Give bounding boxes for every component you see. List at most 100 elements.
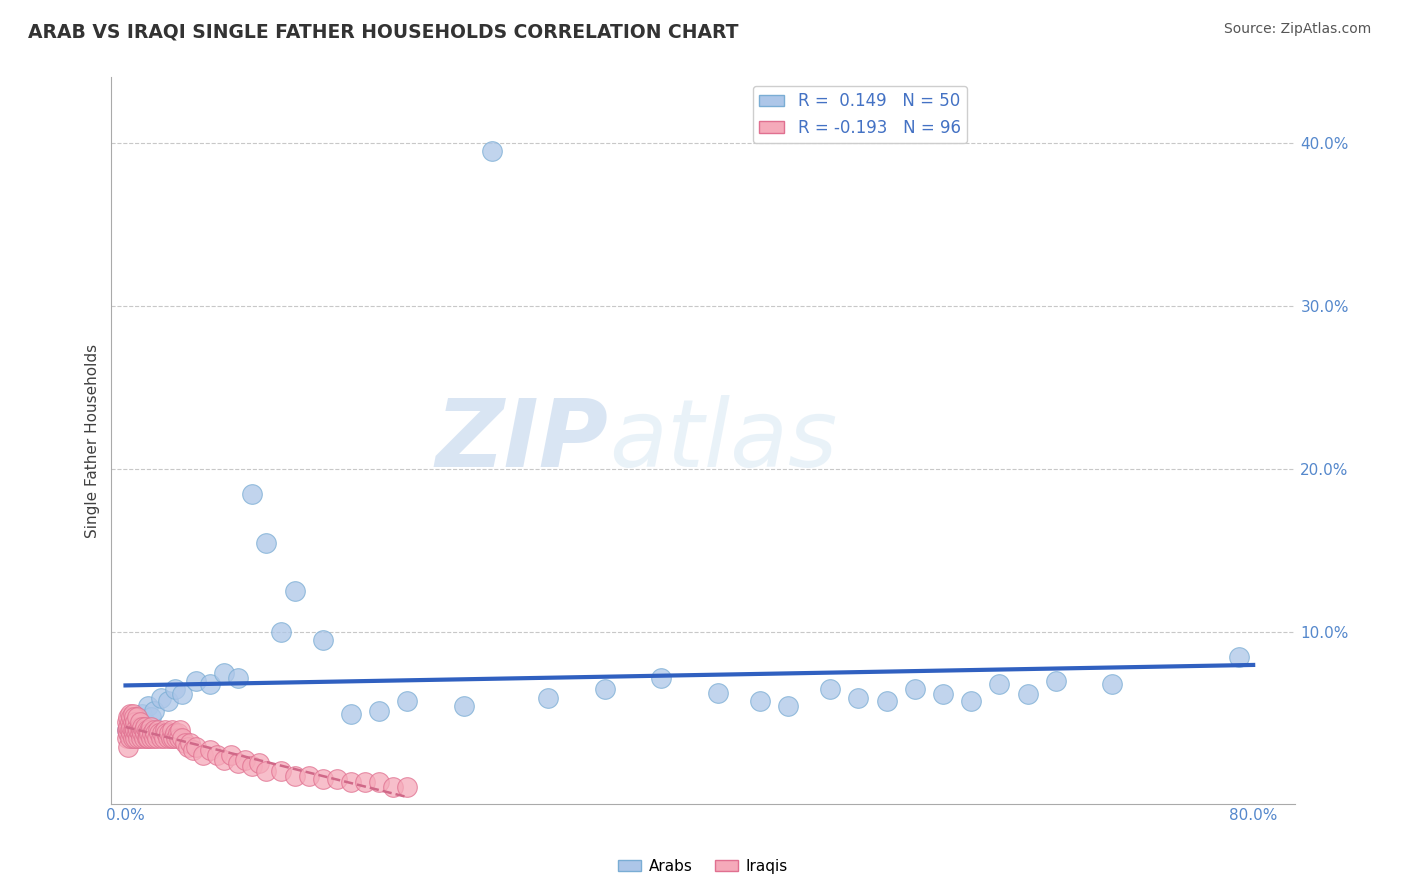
Point [226, 671, 249, 685]
Point [135, 731, 157, 746]
Point [124, 714, 146, 729]
Point [240, 759, 263, 773]
Point [118, 706, 141, 721]
Point [354, 775, 377, 789]
Point [129, 731, 152, 746]
Point [481, 144, 503, 158]
Point [1101, 677, 1123, 691]
Point [135, 723, 157, 738]
Point [117, 720, 139, 734]
Point [124, 720, 146, 734]
Point [212, 666, 235, 681]
Point [128, 720, 150, 734]
Point [121, 731, 143, 746]
Point [128, 723, 150, 738]
Point [173, 736, 195, 750]
Point [205, 747, 228, 762]
Point [117, 726, 139, 740]
Point [115, 714, 138, 729]
Point [134, 714, 156, 729]
Point [184, 739, 207, 754]
Point [256, 764, 278, 778]
Point [121, 714, 143, 729]
Point [142, 731, 165, 746]
Point [156, 731, 179, 746]
Point [988, 677, 1011, 691]
Point [139, 710, 162, 724]
Point [120, 720, 142, 734]
Point [181, 743, 204, 757]
Point [453, 698, 475, 713]
Point [340, 775, 363, 789]
Point [776, 698, 799, 713]
Point [340, 706, 363, 721]
Point [233, 753, 256, 767]
Point [125, 726, 148, 740]
Point [131, 726, 153, 740]
Point [155, 726, 177, 740]
Point [127, 723, 149, 738]
Point [145, 731, 167, 746]
Point [150, 726, 173, 740]
Point [121, 723, 143, 738]
Point [118, 714, 141, 729]
Point [298, 769, 321, 783]
Point [165, 731, 187, 746]
Text: ARAB VS IRAQI SINGLE FATHER HOUSEHOLDS CORRELATION CHART: ARAB VS IRAQI SINGLE FATHER HOUSEHOLDS C… [28, 22, 738, 41]
Point [368, 704, 391, 718]
Point [960, 694, 983, 708]
Point [118, 720, 141, 734]
Point [142, 723, 165, 738]
Point [198, 743, 221, 757]
Point [128, 726, 150, 740]
Point [124, 731, 146, 746]
Point [876, 694, 898, 708]
Point [170, 731, 193, 746]
Point [179, 736, 201, 750]
Point [134, 726, 156, 740]
Point [159, 731, 181, 746]
Point [593, 682, 616, 697]
Point [163, 726, 186, 740]
Legend: R =  0.149   N = 50, R = -0.193   N = 96: R = 0.149 N = 50, R = -0.193 N = 96 [752, 86, 967, 144]
Point [270, 625, 292, 640]
Point [169, 723, 191, 738]
Point [820, 682, 842, 697]
Point [166, 726, 188, 740]
Point [122, 726, 145, 740]
Point [650, 671, 672, 685]
Point [226, 756, 249, 770]
Point [125, 731, 148, 746]
Point [129, 723, 152, 738]
Point [1227, 649, 1250, 664]
Point [537, 690, 560, 705]
Point [120, 731, 142, 746]
Point [326, 772, 349, 786]
Point [122, 710, 145, 724]
Point [167, 731, 190, 746]
Point [143, 726, 166, 740]
Point [136, 726, 159, 740]
Point [184, 674, 207, 689]
Point [153, 723, 176, 738]
Point [118, 723, 141, 738]
Point [117, 710, 139, 724]
Point [131, 720, 153, 734]
Point [152, 731, 174, 746]
Point [162, 731, 184, 746]
Point [120, 726, 142, 740]
Point [125, 720, 148, 734]
Point [146, 723, 169, 738]
Point [748, 694, 770, 708]
Point [170, 687, 193, 701]
Point [240, 486, 263, 500]
Point [121, 714, 143, 729]
Point [382, 780, 405, 795]
Point [191, 747, 214, 762]
Point [139, 731, 162, 746]
Point [121, 706, 143, 721]
Point [148, 726, 170, 740]
Point [125, 710, 148, 724]
Point [312, 772, 335, 786]
Point [136, 731, 159, 746]
